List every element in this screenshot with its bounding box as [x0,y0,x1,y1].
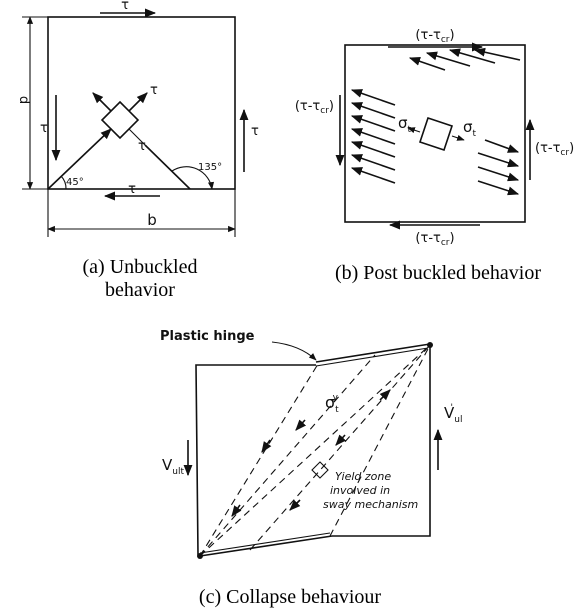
tension-line [350,154,396,171]
yield-line [199,363,319,557]
shear-label: (τ-τcr) [295,99,334,116]
dimension-label: b [147,211,157,229]
tension-line [477,166,520,182]
tension-line [350,102,396,119]
element [100,100,140,140]
tension-field [350,47,521,196]
tension-line [350,128,396,145]
caption: (a) Unbuckled [83,256,198,278]
panel-b: (τ-τcr) (τ-τcr) (τ-τcr) (τ-τcr) σt σt (b… [295,28,574,284]
yield-line [199,354,376,557]
angle-arc [60,175,67,190]
edge-line [128,128,146,146]
plate [47,16,236,190]
tau-label: τ [251,124,259,139]
yield-arrows [231,389,391,517]
tension-line [350,115,396,132]
hinge-line [315,347,429,367]
element [418,116,454,152]
shear-label: (τ-τcr) [415,231,454,248]
tension-line [425,51,471,67]
panel-a: τ τ τ τ τ τ 45° 135° d b (a) Unbuckled b… [16,0,259,301]
arrow [261,439,272,453]
frame [315,343,431,537]
arrow [295,419,307,431]
arrow [335,434,347,446]
sigma-label: σty [325,393,339,415]
tau-label: τ [128,182,136,197]
plate [344,44,526,223]
tension-line [448,48,496,64]
angle-arc [171,166,215,190]
tau-label: τ [150,83,158,98]
tension-line [473,47,521,61]
hinge-line [199,535,333,557]
diagonal [47,128,112,190]
yield-zone-label: Yield zone [335,470,391,483]
tension-line [477,180,520,196]
v-left-label: Vult [162,456,184,477]
caption: behavior [105,279,175,301]
tension-line [350,141,396,158]
angle-label: 45° [66,177,84,188]
v-right-label: Vul' [444,403,462,425]
tau-label: τ [40,121,48,136]
yield-line [199,344,431,557]
arrow [231,504,242,517]
sigma-label: σt [463,118,477,139]
tau-label: τ [121,0,129,13]
tension-line [408,57,446,71]
yield-line [249,344,431,551]
plastic-hinge-label: Plastic hinge [160,329,255,344]
hinge-line [199,532,331,554]
element [311,461,329,479]
tension-line [484,139,520,153]
shear-label: (τ-τcr) [415,28,454,45]
stress-arrow [407,127,421,134]
shear-label: (τ-τcr) [535,141,574,158]
tension-line [350,89,396,106]
tension-line [477,152,520,168]
dimension-label: d [16,96,31,104]
panel-c: Plastic hinge σty Vul' Vult Yield zone i… [160,329,462,608]
frame [195,364,316,556]
tension-line [350,167,396,184]
tension-arrow [128,92,148,112]
leader [271,341,317,361]
angle-label: 135° [198,162,222,173]
yield-zone-label: involved in [330,484,390,497]
yield-zone-label: sway mechanism [323,498,418,511]
arrow [289,499,301,511]
arrow [92,92,112,112]
caption: (b) Post buckled behavior [335,262,541,284]
caption: (c) Collapse behaviour [199,586,381,608]
tau-label: τ [138,139,146,154]
diagonal [144,144,191,190]
stress-arrow [451,134,465,141]
arrow [379,389,391,401]
sigma-label: σt [398,114,412,135]
